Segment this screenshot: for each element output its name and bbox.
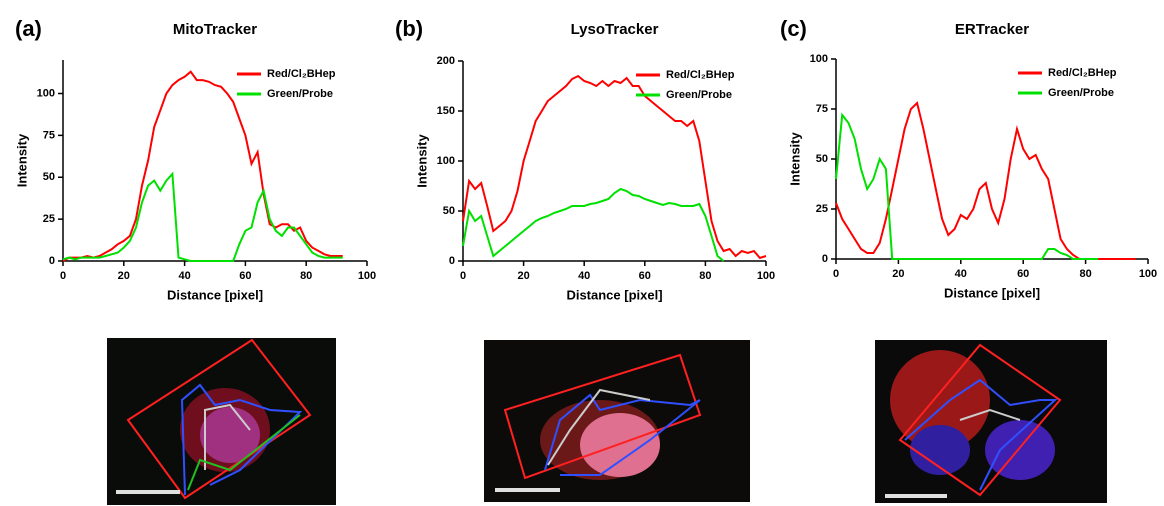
chart-title: LysoTracker bbox=[571, 21, 659, 38]
chart-title: ERTracker bbox=[955, 21, 1029, 38]
x-tick-label: 20 bbox=[517, 270, 529, 282]
legend-label: Red/Cl₂BHep bbox=[666, 69, 735, 81]
y-axis-label: Intensity bbox=[787, 132, 802, 186]
data-line bbox=[62, 171, 343, 262]
x-tick-label: 20 bbox=[118, 270, 130, 282]
y-tick-label: 100 bbox=[810, 53, 828, 65]
legend-label: Green/Probe bbox=[666, 89, 732, 101]
y-tick-label: 0 bbox=[449, 255, 455, 267]
x-tick-label: 60 bbox=[239, 270, 251, 282]
x-tick-label: 40 bbox=[178, 270, 190, 282]
legend-label: Red/Cl₂BHep bbox=[1048, 67, 1117, 79]
y-tick-label: 50 bbox=[43, 171, 55, 183]
y-tick-label: 100 bbox=[437, 155, 455, 167]
y-tick-label: 150 bbox=[437, 105, 455, 117]
panel-label: (c) bbox=[780, 16, 807, 41]
y-tick-label: 25 bbox=[816, 203, 828, 215]
panel-label: (a) bbox=[15, 16, 42, 41]
x-tick-label: 40 bbox=[955, 268, 967, 280]
x-tick-label: 0 bbox=[833, 268, 839, 280]
micrograph-c bbox=[875, 340, 1107, 503]
y-axis-label: Intensity bbox=[14, 133, 29, 187]
x-tick-label: 60 bbox=[1017, 268, 1029, 280]
y-tick-label: 0 bbox=[49, 255, 55, 267]
x-axis-label: Distance [pixel] bbox=[944, 285, 1040, 300]
x-tick-label: 80 bbox=[300, 270, 312, 282]
x-tick-label: 80 bbox=[699, 270, 711, 282]
y-tick-label: 75 bbox=[43, 129, 55, 141]
x-tick-label: 100 bbox=[358, 270, 376, 282]
legend-label: Green/Probe bbox=[267, 88, 333, 100]
x-tick-label: 20 bbox=[892, 268, 904, 280]
x-tick-label: 80 bbox=[1079, 268, 1091, 280]
x-tick-label: 60 bbox=[639, 270, 651, 282]
y-tick-label: 50 bbox=[816, 153, 828, 165]
y-tick-label: 50 bbox=[443, 205, 455, 217]
chart-title: MitoTracker bbox=[173, 21, 257, 38]
y-tick-label: 25 bbox=[43, 213, 55, 225]
panel-label: (b) bbox=[395, 16, 423, 41]
y-axis-label: Intensity bbox=[414, 134, 429, 188]
x-axis-label: Distance [pixel] bbox=[167, 287, 263, 302]
micrograph-a bbox=[107, 338, 336, 505]
x-tick-label: 40 bbox=[578, 270, 590, 282]
data-line bbox=[62, 70, 343, 262]
y-tick-label: 0 bbox=[822, 253, 828, 265]
x-tick-label: 100 bbox=[1139, 268, 1157, 280]
y-tick-label: 200 bbox=[437, 55, 455, 67]
y-tick-label: 75 bbox=[816, 103, 828, 115]
data-line bbox=[835, 101, 1136, 260]
legend-label: Green/Probe bbox=[1048, 87, 1114, 99]
data-line bbox=[462, 74, 767, 260]
data-line bbox=[835, 112, 1099, 260]
legend-label: Red/Cl₂BHep bbox=[267, 68, 336, 80]
x-tick-label: 0 bbox=[460, 270, 466, 282]
x-axis-label: Distance [pixel] bbox=[566, 287, 662, 302]
data-line bbox=[462, 187, 725, 262]
x-tick-label: 0 bbox=[60, 270, 66, 282]
micrograph-b bbox=[484, 340, 750, 502]
y-tick-label: 100 bbox=[37, 87, 55, 99]
x-tick-label: 100 bbox=[757, 270, 775, 282]
